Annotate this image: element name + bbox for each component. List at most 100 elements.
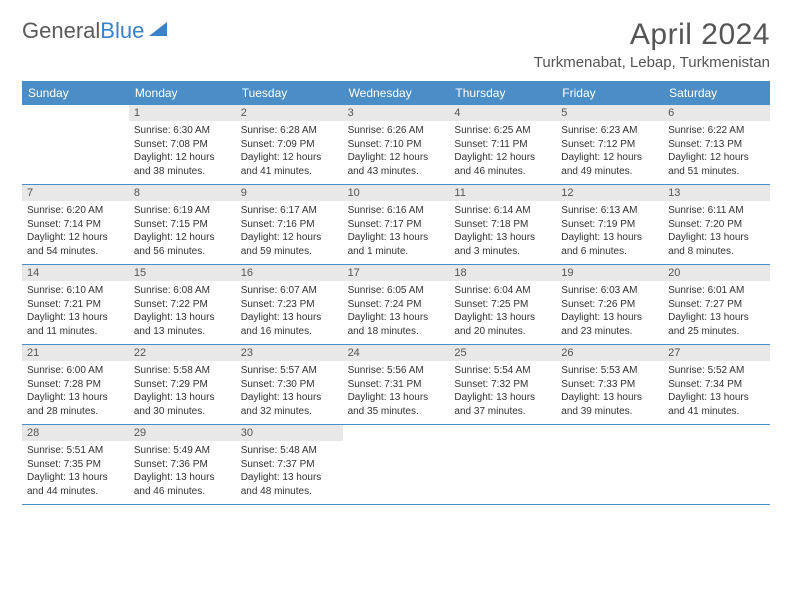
daylight-text: Daylight: 13 hours and 16 minutes. (241, 311, 338, 338)
daylight-text: Daylight: 13 hours and 35 minutes. (348, 391, 445, 418)
day-number: 27 (663, 345, 770, 361)
daylight-text: Daylight: 12 hours and 41 minutes. (241, 151, 338, 178)
day-info: Sunrise: 6:04 AMSunset: 7:25 PMDaylight:… (454, 284, 551, 338)
day-cell: 25 Sunrise: 5:54 AMSunset: 7:32 PMDayligh… (449, 345, 556, 424)
month-title: April 2024 (534, 18, 770, 52)
day-info: Sunrise: 5:58 AMSunset: 7:29 PMDaylight:… (134, 364, 231, 418)
day-cell (449, 425, 556, 504)
day-cell: 16Sunrise: 6:07 AMSunset: 7:23 PMDayligh… (236, 265, 343, 344)
logo-text-blue: Blue (100, 18, 144, 44)
sunset-text: Sunset: 7:13 PM (668, 138, 765, 152)
sunrise-text: Sunrise: 5:58 AM (134, 364, 231, 378)
sunset-text: Sunset: 7:21 PM (27, 298, 124, 312)
sunrise-text: Sunrise: 6:10 AM (27, 284, 124, 298)
sunset-text: Sunset: 7:12 PM (561, 138, 658, 152)
day-cell: 4Sunrise: 6:25 AMSunset: 7:11 PMDaylight… (449, 105, 556, 184)
sunrise-text: Sunrise: 6:28 AM (241, 124, 338, 138)
sunset-text: Sunset: 7:10 PM (348, 138, 445, 152)
day-info: Sunrise: 5:53 AMSunset: 7:33 PMDaylight:… (561, 364, 658, 418)
day-number: 7 (22, 185, 129, 201)
week-row: 1Sunrise: 6:30 AMSunset: 7:08 PMDaylight… (22, 105, 770, 185)
day-cell: 20Sunrise: 6:01 AMSunset: 7:27 PMDayligh… (663, 265, 770, 344)
sunset-text: Sunset: 7:18 PM (454, 218, 551, 232)
day-number: 2 (236, 105, 343, 121)
daylight-text: Daylight: 13 hours and 30 minutes. (134, 391, 231, 418)
day-cell: 22 Sunrise: 5:58 AMSunset: 7:29 PMDayligh… (129, 345, 236, 424)
sunset-text: Sunset: 7:32 PM (454, 378, 551, 392)
day-number: 1 (129, 105, 236, 121)
daylight-text: Daylight: 13 hours and 44 minutes. (27, 471, 124, 498)
day-info: Sunrise: 6:10 AMSunset: 7:21 PMDaylight:… (27, 284, 124, 338)
day-cell: 26 Sunrise: 5:53 AMSunset: 7:33 PMDayligh… (556, 345, 663, 424)
daylight-text: Daylight: 13 hours and 18 minutes. (348, 311, 445, 338)
daylight-text: Daylight: 12 hours and 54 minutes. (27, 231, 124, 258)
day-cell: 18Sunrise: 6:04 AMSunset: 7:25 PMDayligh… (449, 265, 556, 344)
day-number: 21 (22, 345, 129, 361)
day-cell: 7 Sunrise: 6:20 AMSunset: 7:14 PMDaylight… (22, 185, 129, 264)
week-row: 28Sunrise: 5:51 AMSunset: 7:35 PMDayligh… (22, 425, 770, 505)
day-cell: 28Sunrise: 5:51 AMSunset: 7:35 PMDayligh… (22, 425, 129, 504)
day-info: Sunrise: 6:20 AMSunset: 7:14 PMDaylight:… (27, 204, 124, 258)
day-cell: 30Sunrise: 5:48 AMSunset: 7:37 PMDayligh… (236, 425, 343, 504)
daylight-text: Daylight: 13 hours and 1 minute. (348, 231, 445, 258)
day-cell (22, 105, 129, 184)
day-number: 11 (449, 185, 556, 201)
sunrise-text: Sunrise: 6:01 AM (668, 284, 765, 298)
sunrise-text: Sunrise: 6:04 AM (454, 284, 551, 298)
sunset-text: Sunset: 7:08 PM (134, 138, 231, 152)
sunset-text: Sunset: 7:31 PM (348, 378, 445, 392)
logo-text-general: General (22, 18, 100, 44)
sunrise-text: Sunrise: 6:22 AM (668, 124, 765, 138)
day-info: Sunrise: 6:19 AMSunset: 7:15 PMDaylight:… (134, 204, 231, 258)
daylight-text: Daylight: 13 hours and 25 minutes. (668, 311, 765, 338)
day-cell: 27Sunrise: 5:52 AMSunset: 7:34 PMDayligh… (663, 345, 770, 424)
day-cell: 24Sunrise: 5:56 AMSunset: 7:31 PMDayligh… (343, 345, 450, 424)
sunrise-text: Sunrise: 5:49 AM (134, 444, 231, 458)
day-number: 26 (556, 345, 663, 361)
day-info: Sunrise: 6:22 AMSunset: 7:13 PMDaylight:… (668, 124, 765, 178)
weekday-header-row: SundayMondayTuesdayWednesdayThursdayFrid… (22, 81, 770, 105)
sunrise-text: Sunrise: 5:53 AM (561, 364, 658, 378)
day-cell: 15Sunrise: 6:08 AMSunset: 7:22 PMDayligh… (129, 265, 236, 344)
weekday-label: Saturday (663, 81, 770, 105)
sunrise-text: Sunrise: 5:52 AM (668, 364, 765, 378)
day-cell: 11Sunrise: 6:14 AMSunset: 7:18 PMDayligh… (449, 185, 556, 264)
week-row: 7 Sunrise: 6:20 AMSunset: 7:14 PMDaylight… (22, 185, 770, 265)
day-number: 16 (236, 265, 343, 281)
sunset-text: Sunset: 7:19 PM (561, 218, 658, 232)
sunset-text: Sunset: 7:27 PM (668, 298, 765, 312)
sunset-text: Sunset: 7:29 PM (134, 378, 231, 392)
day-number: 8 (129, 185, 236, 201)
sunset-text: Sunset: 7:14 PM (27, 218, 124, 232)
sunrise-text: Sunrise: 6:25 AM (454, 124, 551, 138)
day-number: 17 (343, 265, 450, 281)
weekday-label: Wednesday (343, 81, 450, 105)
day-cell: 2 Sunrise: 6:28 AMSunset: 7:09 PMDaylight… (236, 105, 343, 184)
sunrise-text: Sunrise: 5:57 AM (241, 364, 338, 378)
daylight-text: Daylight: 13 hours and 8 minutes. (668, 231, 765, 258)
day-cell: 6Sunrise: 6:22 AMSunset: 7:13 PMDaylight… (663, 105, 770, 184)
day-number: 22 (129, 345, 236, 361)
sunset-text: Sunset: 7:36 PM (134, 458, 231, 472)
day-number: 25 (449, 345, 556, 361)
sunset-text: Sunset: 7:09 PM (241, 138, 338, 152)
day-cell: 14Sunrise: 6:10 AMSunset: 7:21 PMDayligh… (22, 265, 129, 344)
day-number: 23 (236, 345, 343, 361)
day-info: Sunrise: 5:54 AMSunset: 7:32 PMDaylight:… (454, 364, 551, 418)
sunrise-text: Sunrise: 6:17 AM (241, 204, 338, 218)
sunrise-text: Sunrise: 6:30 AM (134, 124, 231, 138)
day-info: Sunrise: 6:05 AMSunset: 7:24 PMDaylight:… (348, 284, 445, 338)
weekday-label: Thursday (449, 81, 556, 105)
day-cell: 8 Sunrise: 6:19 AMSunset: 7:15 PMDaylight… (129, 185, 236, 264)
day-info: Sunrise: 6:01 AMSunset: 7:27 PMDaylight:… (668, 284, 765, 338)
daylight-text: Daylight: 12 hours and 38 minutes. (134, 151, 231, 178)
day-info: Sunrise: 5:56 AMSunset: 7:31 PMDaylight:… (348, 364, 445, 418)
daylight-text: Daylight: 12 hours and 46 minutes. (454, 151, 551, 178)
day-number: 28 (22, 425, 129, 441)
daylight-text: Daylight: 12 hours and 56 minutes. (134, 231, 231, 258)
sunrise-text: Sunrise: 6:19 AM (134, 204, 231, 218)
weekday-label: Monday (129, 81, 236, 105)
daylight-text: Daylight: 12 hours and 51 minutes. (668, 151, 765, 178)
day-cell: 1 Sunrise: 6:30 AMSunset: 7:08 PMDaylight… (129, 105, 236, 184)
sunrise-text: Sunrise: 6:03 AM (561, 284, 658, 298)
